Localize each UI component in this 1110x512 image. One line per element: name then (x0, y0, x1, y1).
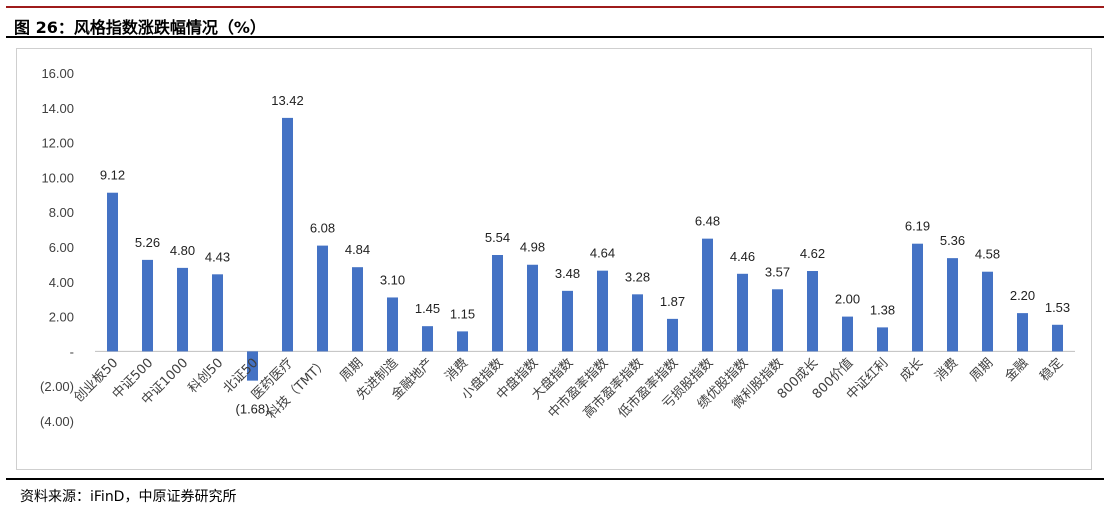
data-label: 5.26 (135, 235, 160, 250)
data-label: 4.98 (520, 240, 545, 255)
y-tick-label: 14.00 (41, 101, 74, 116)
y-tick-label: 8.00 (49, 205, 74, 220)
bar (352, 267, 363, 352)
category-label: 金融 (1002, 355, 1032, 385)
y-tick-label: 16.00 (41, 66, 74, 81)
bar (807, 271, 818, 352)
bar (492, 255, 503, 352)
data-label: 4.64 (590, 246, 615, 261)
category-label: 中市盈率指数 (545, 355, 611, 421)
value-labels: 9.12 5.26 4.80 4.43 (1.68) 13.42 6.08 4.84 3.10 1… (100, 93, 1070, 417)
bar (947, 258, 958, 352)
figure-header: 图 26：风格指数涨跌幅情况（%） (6, 6, 1104, 38)
category-label: 创业板50 (71, 356, 121, 406)
data-label: 4.84 (345, 242, 370, 257)
y-tick-label: 12.00 (41, 136, 74, 151)
y-tick-label: (2.00) (40, 379, 74, 394)
bar (772, 289, 783, 352)
data-label: 1.45 (415, 301, 440, 316)
bar (632, 294, 643, 352)
y-tick-label: 4.00 (49, 275, 74, 290)
category-label: 低市盈率指数 (615, 355, 681, 421)
data-label: 5.54 (485, 230, 510, 245)
data-label: 1.38 (870, 302, 895, 317)
bar (457, 331, 468, 352)
data-label: 4.43 (205, 249, 230, 264)
bar (912, 243, 923, 352)
data-label: 3.28 (625, 269, 650, 284)
y-tick-label: 2.00 (49, 310, 74, 325)
data-label: 3.57 (765, 264, 790, 279)
category-label: 稳定 (1037, 355, 1067, 385)
figure-title: 图 26：风格指数涨跌幅情况（%） (14, 18, 266, 37)
data-label: 2.00 (835, 292, 860, 307)
category-label: 周期 (967, 356, 996, 385)
data-label: 6.19 (905, 219, 930, 234)
data-label: 13.42 (271, 93, 304, 108)
header-top-rule (6, 6, 1104, 8)
data-label: 1.15 (450, 306, 475, 321)
data-label: 5.36 (940, 233, 965, 248)
bar (142, 259, 153, 352)
data-label: 1.53 (1045, 300, 1070, 315)
source-note: 资料来源：iFinD，中原证券研究所 (20, 489, 237, 505)
header-bottom-rule (6, 36, 1104, 38)
bar (982, 271, 993, 352)
bar-series (107, 117, 1063, 381)
data-label: 2.20 (1010, 288, 1035, 303)
category-label: 科创50 (186, 356, 227, 397)
data-label: (1.68) (236, 402, 270, 417)
bar (1017, 313, 1028, 352)
bar (842, 316, 853, 352)
data-label: 4.58 (975, 247, 1000, 262)
category-label: 消费 (442, 356, 471, 385)
bar (877, 327, 888, 352)
data-label: 4.80 (170, 243, 195, 258)
bar (107, 192, 118, 352)
bar (177, 267, 188, 352)
bar (562, 290, 573, 352)
bar (247, 351, 258, 381)
bar (282, 117, 293, 352)
bar (737, 273, 748, 352)
data-label: 3.48 (555, 266, 580, 281)
y-tick-label: 6.00 (49, 240, 74, 255)
chart-frame (16, 48, 1092, 470)
bar (1052, 324, 1063, 352)
data-label: 4.46 (730, 249, 755, 264)
y-tick-label: (4.00) (40, 414, 74, 429)
data-label: 3.10 (380, 272, 405, 287)
footer-rule (6, 478, 1104, 480)
bar (387, 297, 398, 352)
data-label: 9.12 (100, 168, 125, 183)
bar (212, 274, 223, 352)
category-label: 周期 (337, 356, 366, 385)
category-label: 成长 (897, 356, 926, 385)
data-label: 6.08 (310, 221, 335, 236)
y-axis: (4.00) (2.00) - 2.00 4.00 6.00 8.00 10.00 12.00 1… (40, 66, 74, 429)
bar (527, 264, 538, 352)
category-label: 消费 (932, 356, 961, 385)
bar (597, 270, 608, 352)
data-label: 1.87 (660, 294, 685, 309)
category-label: 高市盈率指数 (580, 355, 646, 421)
bar (317, 245, 328, 352)
y-tick-label: - (70, 344, 74, 359)
data-label: 6.48 (695, 214, 720, 229)
data-label: 4.62 (800, 246, 825, 261)
bar (422, 326, 433, 352)
bar (702, 238, 713, 352)
y-tick-label: 10.00 (41, 170, 74, 185)
bar (667, 318, 678, 352)
